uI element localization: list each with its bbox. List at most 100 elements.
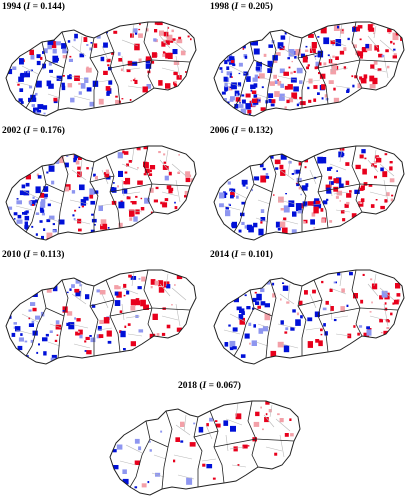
- municipality-cell: [219, 204, 223, 207]
- municipality-cell: [107, 64, 109, 66]
- municipality-cell: [254, 94, 258, 97]
- municipality-cell: [239, 73, 241, 74]
- municipality-cell: [37, 54, 41, 58]
- municipality-cell: [337, 26, 339, 29]
- municipality-cell: [317, 92, 320, 95]
- municipality-cell: [129, 160, 132, 163]
- municipality-cell: [379, 319, 383, 322]
- municipality-cell: [268, 99, 271, 103]
- municipality-cell: [239, 230, 242, 233]
- municipality-cell: [307, 317, 312, 321]
- municipality-cell: [186, 478, 192, 485]
- municipality-cell: [74, 39, 76, 41]
- municipality-cell: [304, 290, 308, 295]
- municipality-cell: [139, 278, 141, 280]
- municipality-cell: [108, 80, 112, 84]
- municipality-cell: [362, 48, 365, 50]
- municipality-cell: [321, 208, 324, 212]
- municipality-cell: [78, 83, 81, 85]
- municipality-cell: [72, 190, 75, 194]
- municipality-cell: [361, 185, 365, 190]
- municipality-cell: [385, 302, 387, 304]
- municipality-cell: [90, 102, 95, 107]
- municipality-cell: [342, 218, 345, 221]
- municipality-cell: [343, 47, 346, 51]
- municipality-cell: [231, 223, 235, 227]
- municipality-cell: [336, 282, 338, 284]
- municipality-cell: [254, 176, 259, 180]
- municipality-cell: [336, 170, 338, 172]
- municipality-cell: [91, 192, 93, 194]
- municipality-cell: [228, 325, 230, 327]
- municipality-cell: [175, 206, 178, 209]
- municipality-cell: [385, 49, 389, 52]
- municipality-cell: [128, 275, 132, 278]
- municipality-cell: [62, 83, 65, 87]
- municipality-cell: [108, 341, 112, 344]
- municipality-cell: [90, 201, 95, 205]
- municipality-cell: [313, 207, 318, 214]
- municipality-cell: [372, 78, 377, 84]
- municipality-cell: [36, 212, 39, 215]
- municipality-cell: [139, 59, 142, 63]
- map-panel-2018: 2018 (I = 0.067): [106, 381, 304, 499]
- municipality-cell: [56, 41, 61, 45]
- municipality-cell: [76, 160, 80, 164]
- municipality-cell: [63, 310, 65, 312]
- municipality-cell: [274, 91, 280, 97]
- municipality-cell: [305, 166, 307, 168]
- municipality-cell: [141, 198, 143, 199]
- municipality-cell: [99, 320, 103, 324]
- municipality-cell: [40, 57, 42, 60]
- municipality-cell: [19, 337, 24, 341]
- municipality-cell: [128, 323, 131, 326]
- municipality-cell: [349, 272, 353, 275]
- municipality-cell: [87, 87, 92, 91]
- municipality-cell: [166, 40, 170, 45]
- municipality-cell: [155, 21, 160, 25]
- municipality-cell: [117, 185, 119, 187]
- municipality-cell: [232, 64, 235, 66]
- municipality-cell: [262, 429, 264, 431]
- municipality-cell: [362, 169, 367, 175]
- municipality-cell: [292, 61, 294, 62]
- municipality-cell: [35, 316, 40, 320]
- municipality-cell: [89, 195, 93, 199]
- municipality-cell: [142, 483, 147, 487]
- municipality-cell: [258, 229, 263, 236]
- municipality-cell: [361, 149, 365, 153]
- map-panel-2002: 2002 (I = 0.176): [2, 126, 200, 244]
- municipality-cell: [385, 153, 388, 155]
- municipality-cell: [239, 63, 243, 67]
- municipality-cell: [371, 204, 375, 208]
- municipality-cell: [19, 88, 23, 92]
- map-panel-2010: 2010 (I = 0.113): [2, 250, 200, 368]
- municipality-cell: [32, 204, 34, 206]
- municipality-cell: [260, 288, 264, 292]
- municipality-cell: [292, 211, 297, 216]
- municipality-cell: [44, 113, 46, 115]
- municipality-cell: [115, 96, 118, 98]
- municipality-cell: [180, 422, 184, 427]
- municipality-cell: [132, 201, 137, 204]
- municipality-cell: [241, 94, 244, 96]
- municipality-cell: [174, 202, 176, 204]
- municipality-cell: [280, 418, 284, 422]
- municipality-cell: [377, 50, 379, 52]
- municipality-cell: [123, 348, 126, 350]
- municipality-cell: [86, 67, 88, 69]
- municipality-cell: [31, 226, 33, 228]
- municipality-cell: [30, 302, 35, 306]
- municipality-cell: [50, 330, 53, 333]
- municipality-cell: [125, 172, 128, 174]
- municipality-cell: [86, 167, 89, 169]
- municipality-cell: [177, 75, 182, 80]
- municipality-cell: [225, 210, 230, 216]
- municipality-cell: [380, 206, 385, 209]
- municipality-cell: [360, 39, 362, 41]
- municipality-cell: [297, 68, 303, 74]
- municipality-cell: [144, 198, 150, 204]
- municipality-cell: [46, 172, 48, 174]
- municipality-cell: [226, 193, 228, 195]
- municipality-cell: [141, 277, 145, 282]
